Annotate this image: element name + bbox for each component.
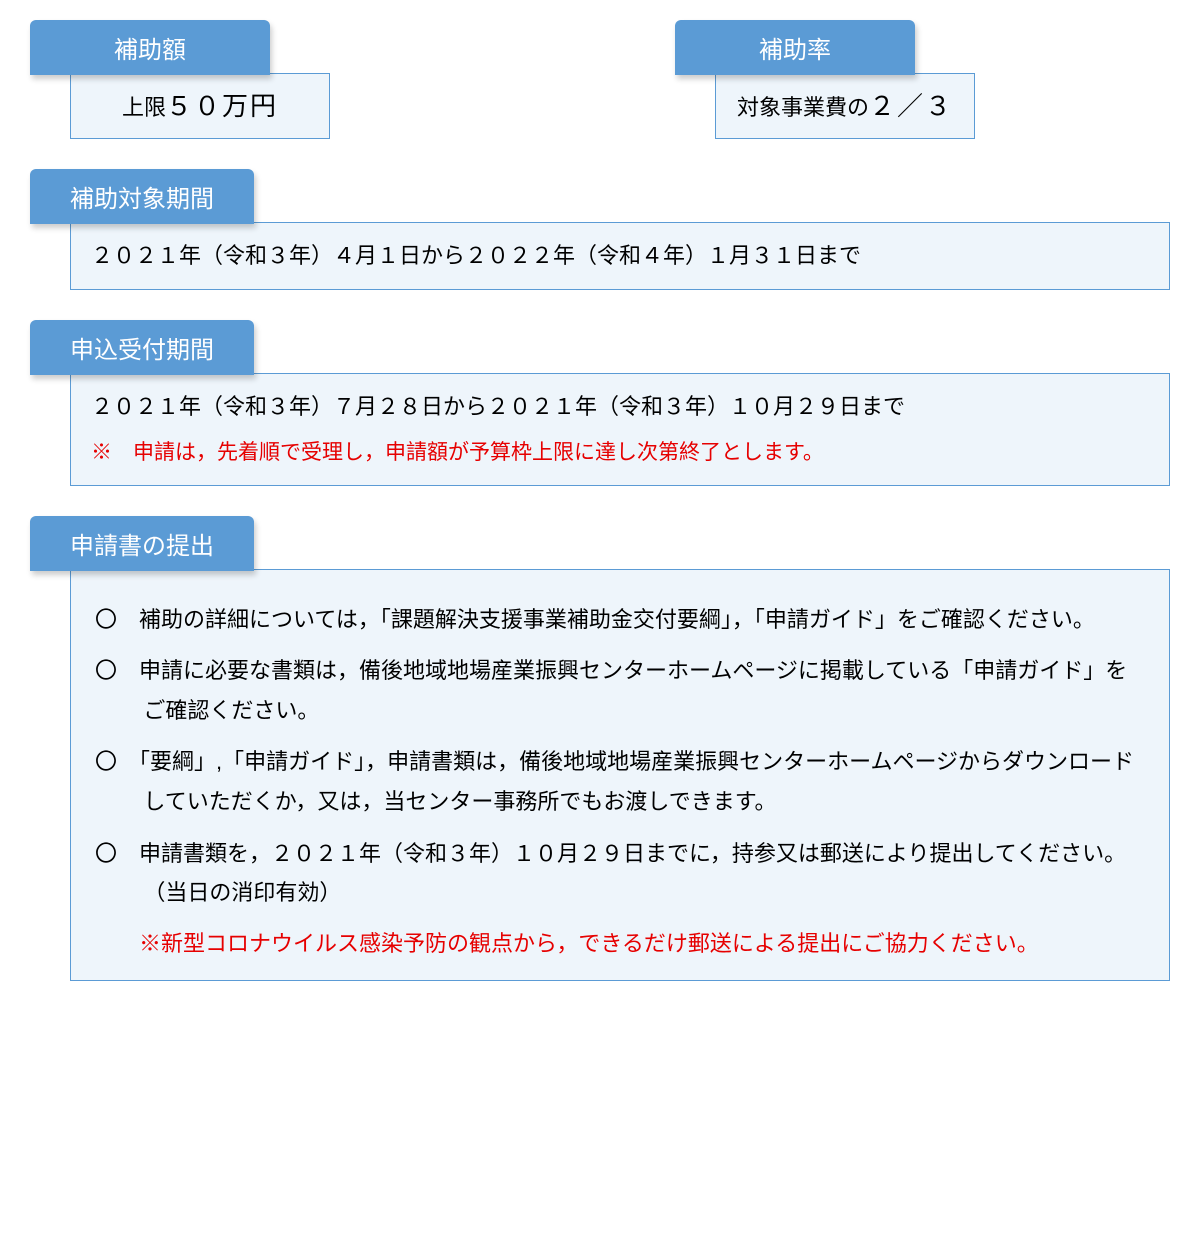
submission-item-1: 〇 申請に必要な書類は，備後地域地場産業振興センターホームページに掲載している「…: [95, 651, 1145, 730]
application-period-note: ※ 申請は，先着順で受理し，申請額が予算枠上限に達し次第終了とします。: [91, 435, 1149, 471]
target-period-value: ２０２１年（令和３年）４月１日から２０２２年（令和４年）１月３１日まで: [70, 222, 1170, 289]
subsidy-amount-main: ５０万円: [166, 91, 278, 121]
submission-content: 〇 補助の詳細については，「課題解決支援事業補助金交付要綱」，「申請ガイド」をご…: [70, 569, 1170, 982]
submission-item-0: 〇 補助の詳細については，「課題解決支援事業補助金交付要綱」，「申請ガイド」をご…: [95, 600, 1145, 640]
application-period-value: ２０２１年（令和３年）７月２８日から２０２１年（令和３年）１０月２９日まで ※ …: [70, 373, 1170, 486]
subsidy-amount-prefix: 上限: [122, 95, 166, 120]
target-period-label: 補助対象期間: [30, 169, 254, 224]
subsidy-amount-label: 補助額: [30, 20, 270, 75]
subsidy-rate-label: 補助率: [675, 20, 915, 75]
top-row: 補助額 上限５０万円 補助率 対象事業費の２／３: [30, 20, 1170, 139]
subsidy-rate-prefix: 対象事業費の: [737, 95, 869, 120]
subsidy-amount-block: 補助額 上限５０万円: [30, 20, 525, 139]
subsidy-rate-block: 補助率 対象事業費の２／３: [675, 20, 1170, 139]
application-period-label: 申込受付期間: [30, 320, 254, 375]
submission-item-3: 〇 申請書類を，２０２１年（令和３年）１０月２９日までに，持参又は郵送により提出…: [95, 834, 1145, 913]
submission-item-2: 〇 「要綱」,「申請ガイド」，申請書類は，備後地域地場産業振興センターホームペー…: [95, 742, 1145, 821]
submission-covid-note: ※新型コロナウイルス感染予防の観点から，できるだけ郵送による提出にご協力ください…: [139, 925, 1145, 962]
application-period-block: 申込受付期間 ２０２１年（令和３年）７月２８日から２０２１年（令和３年）１０月２…: [30, 320, 1170, 486]
target-period-block: 補助対象期間 ２０２１年（令和３年）４月１日から２０２２年（令和４年）１月３１日…: [30, 169, 1170, 289]
submission-block: 申請書の提出 〇 補助の詳細については，「課題解決支援事業補助金交付要綱」，「申…: [30, 516, 1170, 982]
subsidy-rate-value: 対象事業費の２／３: [715, 73, 975, 139]
application-period-text: ２０２１年（令和３年）７月２８日から２０２１年（令和３年）１０月２９日まで: [91, 388, 1149, 425]
subsidy-amount-value: 上限５０万円: [70, 73, 330, 139]
subsidy-rate-main: ２／３: [869, 91, 953, 121]
submission-label: 申請書の提出: [30, 516, 254, 571]
